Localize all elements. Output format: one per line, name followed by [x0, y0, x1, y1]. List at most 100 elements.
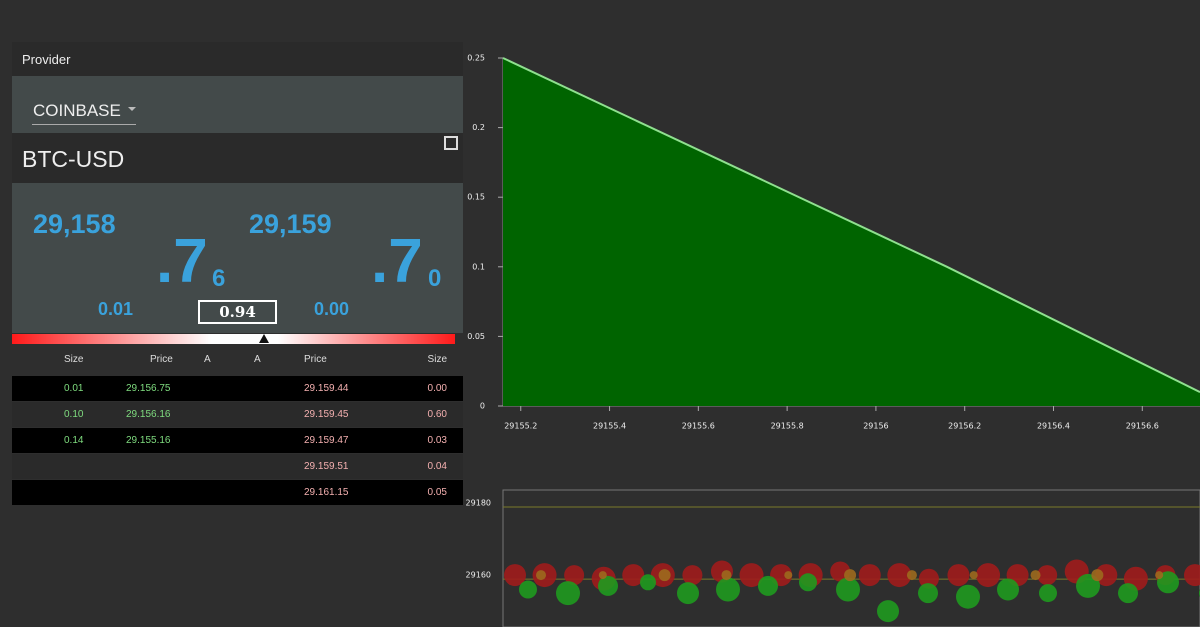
slider-thumb[interactable] [259, 334, 269, 343]
y-tick-label: 29180 [466, 498, 491, 507]
bid-size: 0.14 [64, 435, 84, 446]
bubble [976, 563, 1001, 588]
y-tick-label: 0.1 [472, 262, 485, 271]
popout-icon[interactable] [444, 136, 458, 150]
bubble [1155, 571, 1164, 580]
ask-big: 29,159 [249, 209, 332, 239]
book-row: 0.01 29.156.75 29.159.44 0.00 [12, 376, 463, 401]
pair-title: BTC-USD [22, 146, 125, 172]
provider-selected: COINBASE [33, 101, 121, 120]
ask-price: 29.161.15 [304, 487, 349, 498]
bubble [739, 563, 764, 588]
ask-price: 29.159.45 [304, 409, 349, 420]
ask-size: 0.00 [427, 383, 447, 394]
ask-price: 29.159.47 [304, 435, 349, 446]
ask-pips: .7 [371, 227, 423, 296]
bubble [1039, 584, 1057, 603]
book-header-cell: A [204, 354, 211, 365]
bubble [677, 582, 699, 605]
pair-header: BTC-USD [12, 133, 463, 183]
book-header-cell: Price [304, 354, 327, 365]
x-tick-label: 29156.6 [1126, 422, 1159, 431]
book-row: 29.161.15 0.05 [12, 480, 463, 505]
bubble [784, 571, 793, 580]
y-tick-label: 0 [480, 402, 485, 411]
bubble [564, 565, 585, 586]
depth-line [502, 57, 1200, 393]
bid-size: 0.01 [64, 383, 84, 394]
y-tick-label: 29160 [466, 571, 491, 580]
bubble [918, 583, 938, 604]
x-tick-label: 29155.6 [682, 422, 715, 431]
bubble [536, 570, 546, 581]
dropdown-arrow [128, 107, 136, 111]
ask-price: 29.159.51 [304, 461, 349, 472]
x-tick-label: 29156 [863, 422, 888, 431]
x-tick-label: 29155.4 [593, 422, 626, 431]
bubble [969, 571, 978, 580]
spread-slider[interactable] [12, 334, 455, 344]
bubble [877, 600, 899, 623]
provider-box: COINBASE [12, 76, 463, 133]
bubble [504, 564, 526, 587]
bubble [640, 574, 656, 591]
bubble [918, 568, 939, 589]
x-tick-label: 29156.2 [948, 422, 981, 431]
bubble [658, 569, 671, 582]
bubble-group [504, 559, 1200, 623]
bubble [622, 564, 645, 587]
x-tick-label: 29156.4 [1037, 422, 1070, 431]
bid-pips: .7 [156, 227, 208, 296]
y-tick-label: 0.05 [467, 332, 485, 341]
bubble [716, 577, 740, 602]
provider-header: Provider [12, 42, 463, 76]
bubble [906, 570, 917, 581]
bubble [956, 584, 980, 609]
bid-frac: 6 [212, 265, 226, 292]
bubble [1037, 565, 1058, 586]
provider-dropdown[interactable]: COINBASE [32, 98, 136, 125]
bid-size: 0.01 [98, 299, 134, 319]
ask-size: 0.60 [427, 409, 447, 420]
provider-label: Provider [22, 52, 71, 67]
ask-size: 0.03 [427, 435, 447, 446]
quote-panel: 29,158 .7 6 29,159 .7 0 0.01 0.94 0.00 [12, 183, 463, 333]
bubble [844, 569, 857, 582]
bubble-plot-frame [502, 489, 1200, 627]
bid-price: 29.156.75 [126, 383, 171, 394]
book-header-cell: Price [150, 354, 173, 365]
bid-big: 29,158 [33, 209, 116, 239]
bubble [1095, 564, 1118, 587]
ask-size: 0.00 [314, 299, 350, 319]
bubble [758, 575, 778, 596]
bubble [858, 564, 881, 587]
book-row: 0.14 29.155.16 29.159.47 0.03 [12, 428, 463, 453]
spread: 0.94 [198, 300, 277, 324]
bid-size: 0.10 [64, 409, 84, 420]
y-tick-label: 0.25 [467, 54, 485, 63]
bubble [1091, 569, 1104, 582]
book-header: Size Price A A Price Size [12, 347, 463, 372]
bubble [1184, 564, 1200, 587]
bubble [1118, 583, 1138, 604]
book-header-cell: A [254, 354, 261, 365]
ask-price: 29.159.44 [304, 383, 349, 394]
bubble [598, 571, 607, 580]
y-tick-label: 0.15 [467, 193, 485, 202]
x-tick-label: 29155.2 [504, 422, 537, 431]
bubble [997, 578, 1019, 601]
y-tick-label: 0.2 [472, 123, 485, 132]
bubble [682, 565, 703, 586]
bid-price: 29.156.16 [126, 409, 171, 420]
bid-price: 29.155.16 [126, 435, 171, 446]
ask-size: 0.04 [427, 461, 447, 472]
ask-frac: 0 [428, 265, 442, 292]
bubble [799, 573, 817, 592]
bubble [598, 575, 618, 596]
book-row: 0.10 29.156.16 29.159.45 0.60 [12, 402, 463, 427]
book-header-cell: Size [427, 354, 447, 365]
depth-area [503, 58, 1200, 406]
ask-size: 0.05 [427, 487, 447, 498]
